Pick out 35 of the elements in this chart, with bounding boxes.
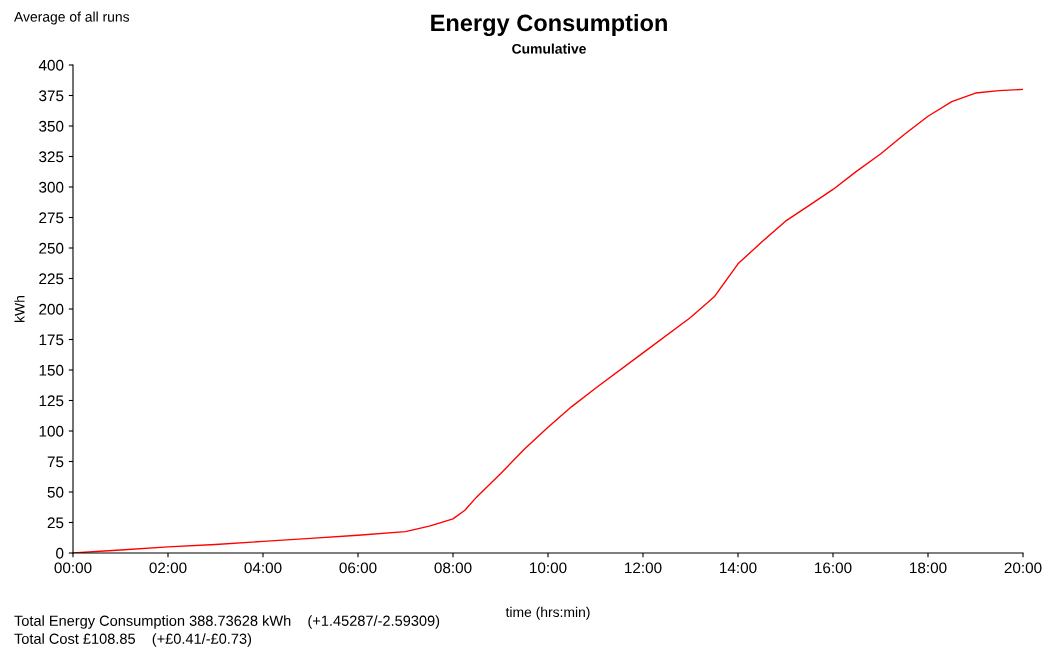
- x-tick-label: 16:00: [815, 562, 852, 574]
- x-tick-label: 10:00: [530, 562, 567, 574]
- y-tick-label: 250: [39, 242, 64, 254]
- x-tick-label: 18:00: [910, 562, 947, 574]
- x-tick-label: 08:00: [434, 562, 472, 574]
- x-axis-title: time (hrs:min): [505, 606, 590, 620]
- y-tick-label: 0: [56, 547, 64, 559]
- y-tick-label: 50: [47, 486, 64, 498]
- x-tick-label: 06:00: [339, 562, 377, 574]
- y-tick-label: 300: [39, 181, 64, 193]
- x-tick-label: 02:00: [149, 562, 187, 574]
- y-tick-label: 375: [39, 90, 64, 102]
- y-tick-label: 150: [39, 364, 64, 376]
- text: Average of all runs: [14, 11, 130, 25]
- y-tick-label: 325: [39, 151, 64, 163]
- x-tick-label: 00:00: [54, 562, 92, 574]
- y-tick-label: 200: [39, 303, 64, 315]
- text: Total Energy Consumption 388.73628 kWh (+1.45287/-2.59309): [14, 615, 440, 629]
- y-tick-label: 25: [47, 517, 64, 529]
- y-tick-label: 400: [38, 59, 64, 71]
- y-axis-title: kWh: [14, 296, 25, 322]
- y-tick-label: 175: [39, 334, 64, 346]
- x-tick-label: 20:00: [1004, 562, 1042, 574]
- x-tick-label: 12:00: [625, 562, 662, 574]
- y-tick-label: 125: [39, 395, 64, 407]
- y-tick-label: 75: [47, 456, 64, 468]
- text: Total Cost £108.85 (+£0.41/-£0.73): [14, 633, 252, 647]
- chart-title: Energy Consumption: [431, 13, 667, 37]
- y-tick-label: 275: [39, 212, 64, 224]
- x-tick-label: 04:00: [244, 562, 282, 574]
- chart-subtitle: Cumulative: [512, 43, 586, 54]
- y-tick-label: 350: [39, 120, 64, 132]
- y-tick-label: 225: [39, 273, 64, 285]
- x-tick-label: 14:00: [720, 562, 757, 574]
- y-tick-label: 100: [39, 425, 64, 437]
